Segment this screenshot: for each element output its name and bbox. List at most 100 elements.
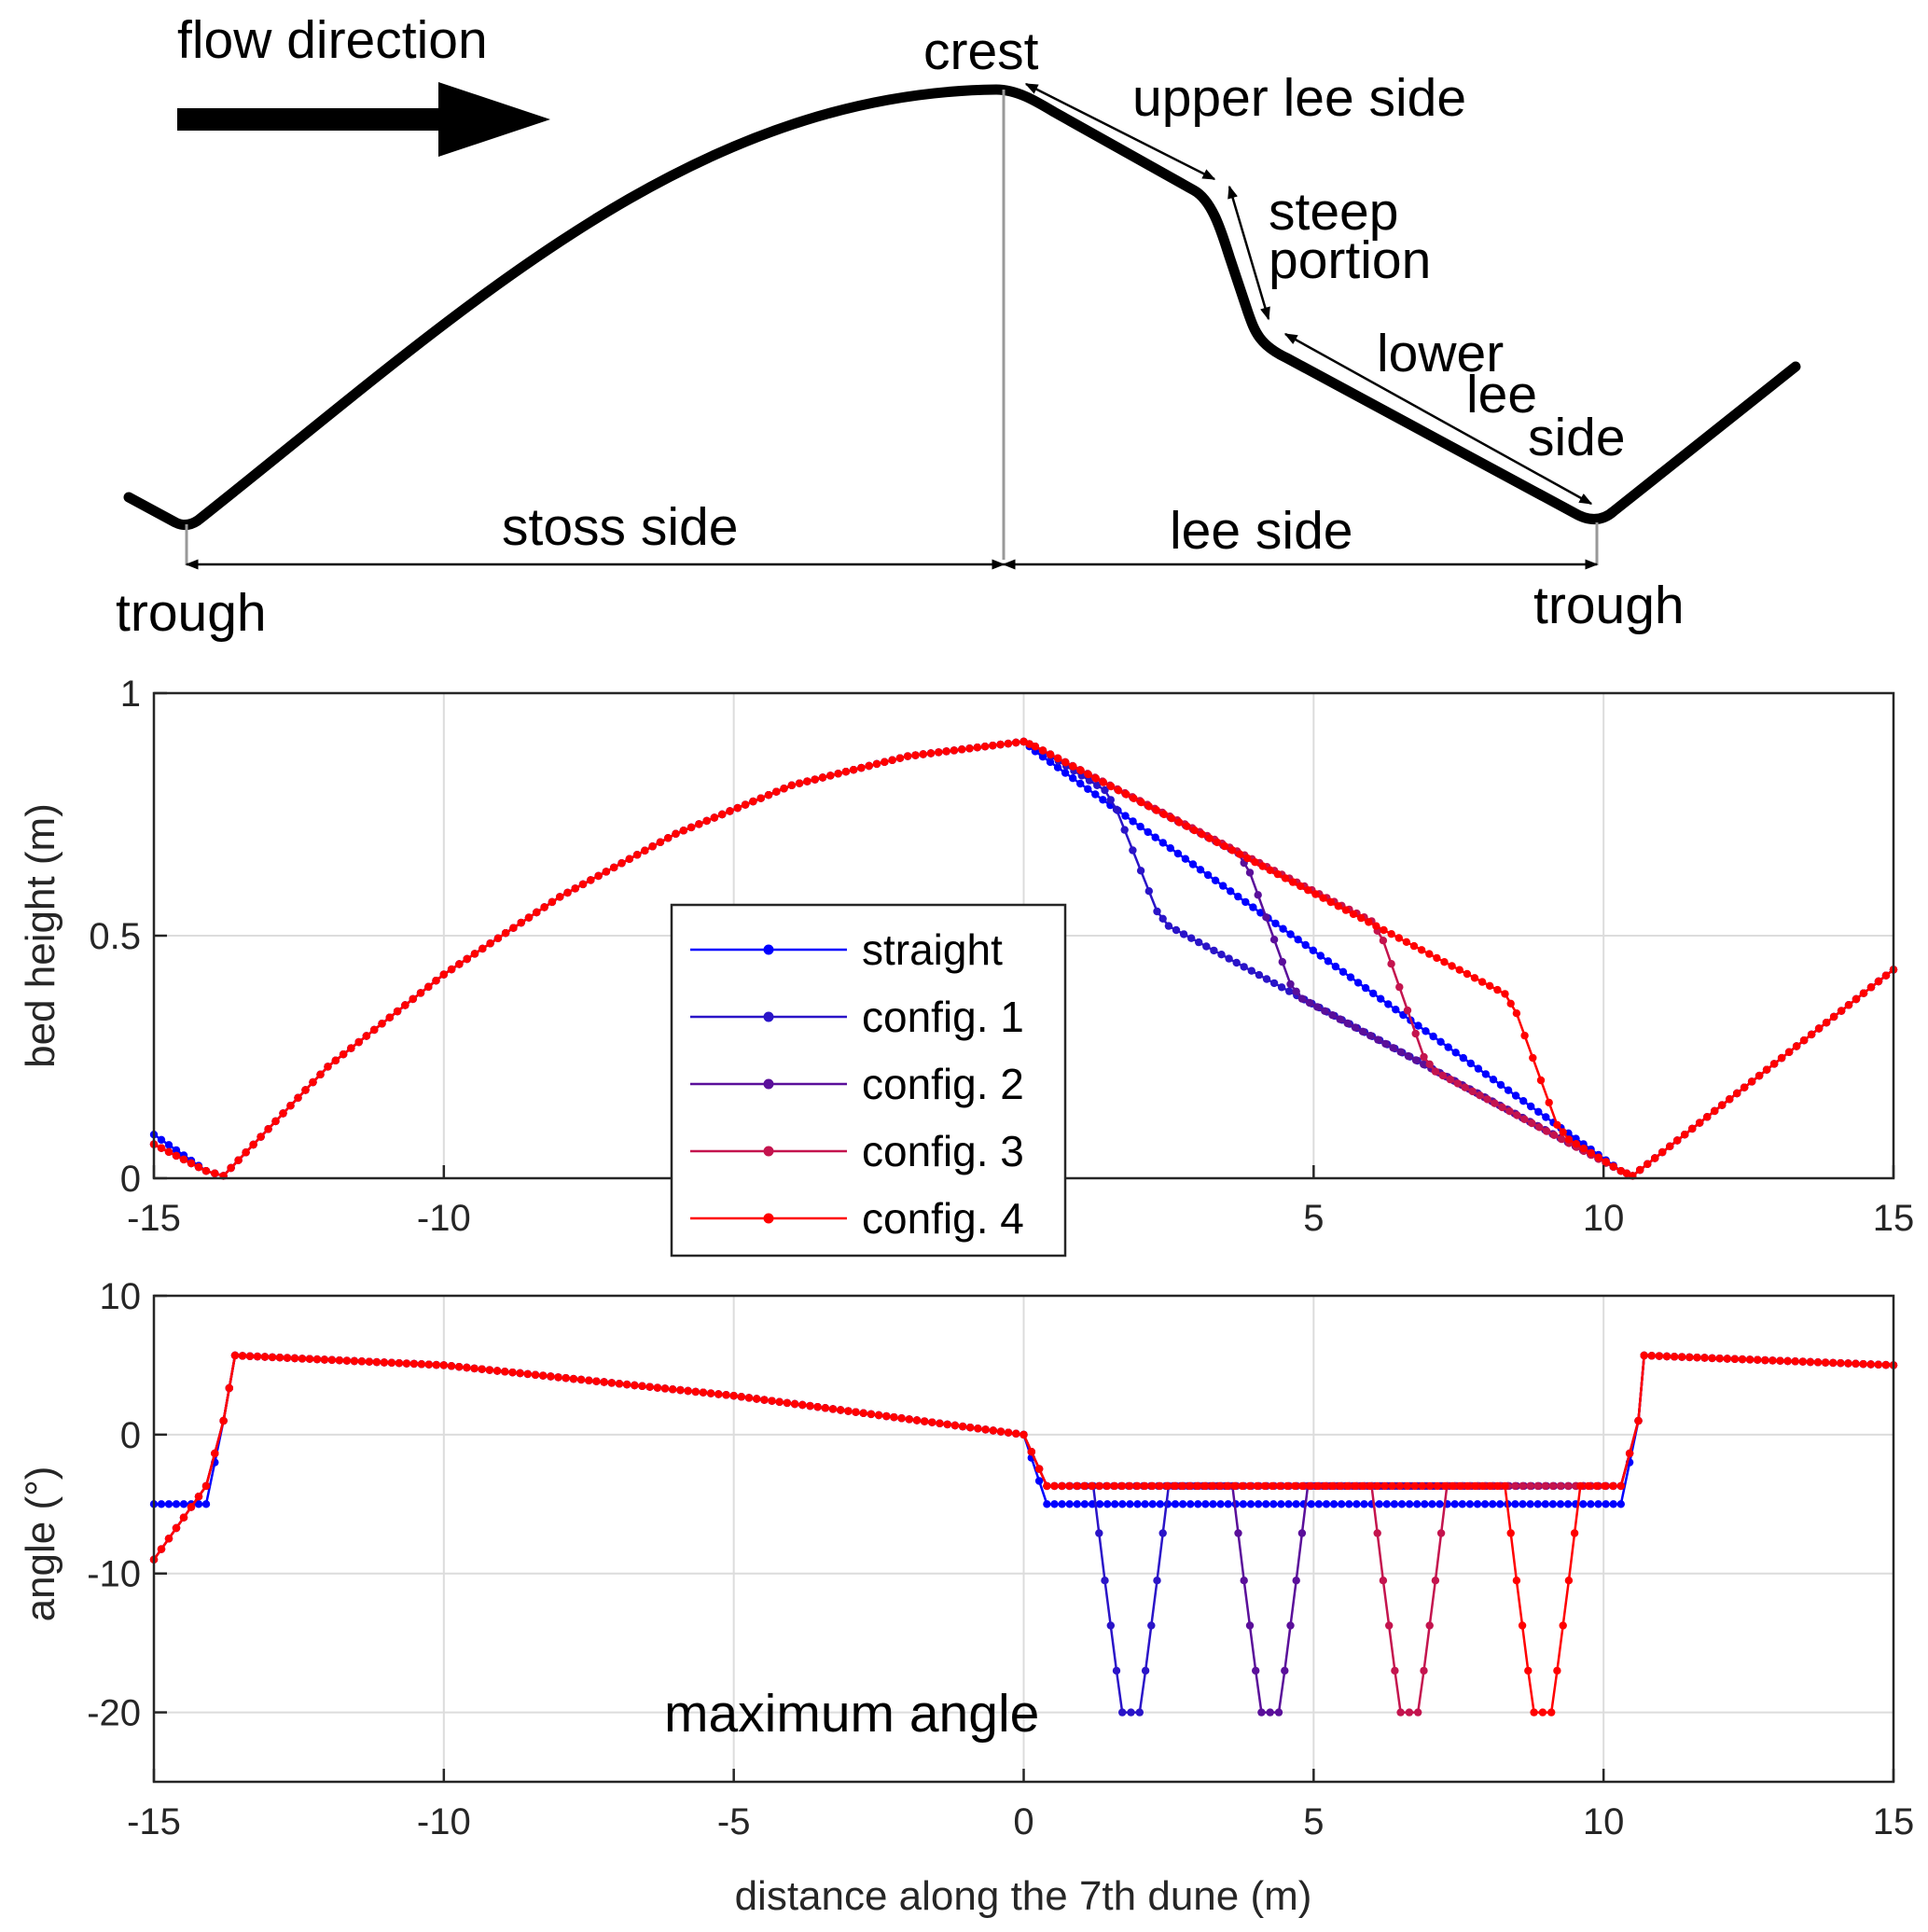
data-point	[1636, 1165, 1644, 1174]
data-point	[486, 939, 494, 948]
data-point	[290, 1354, 299, 1363]
data-point	[1542, 1113, 1550, 1121]
data-point	[493, 934, 503, 942]
data-point	[1463, 969, 1472, 979]
data-point	[1158, 839, 1168, 847]
data-point	[1366, 1481, 1374, 1491]
data-point	[1456, 1481, 1464, 1491]
data-point	[1417, 946, 1426, 954]
data-point	[1275, 1481, 1284, 1491]
data-point	[1548, 1481, 1558, 1491]
data-point	[989, 742, 997, 750]
data-point	[1290, 1481, 1299, 1491]
data-point	[1266, 1708, 1274, 1717]
data-point	[1258, 862, 1267, 870]
data-point	[1431, 1577, 1440, 1585]
data-point	[1172, 925, 1181, 935]
data-point	[1553, 1120, 1561, 1130]
y-tick-label: 0	[120, 1159, 141, 1200]
data-point	[1543, 1127, 1551, 1135]
data-point	[1004, 1428, 1013, 1437]
data-point	[1360, 1500, 1368, 1508]
data-point	[331, 1056, 340, 1065]
data-point	[1504, 1086, 1513, 1094]
data-point	[1158, 914, 1167, 923]
data-point	[1481, 1070, 1491, 1078]
data-point	[1822, 1019, 1831, 1027]
data-point	[1579, 1500, 1588, 1508]
data-point	[1403, 1006, 1412, 1015]
data-point	[1311, 890, 1320, 898]
legend-label: straight	[862, 925, 1003, 974]
data-point	[1069, 774, 1077, 783]
data-point	[1666, 1142, 1674, 1151]
data-point	[172, 1146, 181, 1155]
data-point	[1112, 1666, 1121, 1675]
data-point	[818, 773, 827, 782]
data-point	[1125, 1481, 1134, 1491]
data-point	[1152, 806, 1161, 814]
data-point	[201, 1167, 211, 1175]
data-point	[1512, 1577, 1521, 1585]
data-point	[242, 1148, 250, 1157]
data-point	[1141, 1666, 1150, 1675]
data-point	[1331, 962, 1340, 971]
data-point	[1334, 902, 1343, 910]
data-point	[1188, 860, 1198, 869]
data-point	[385, 1013, 394, 1022]
data-point	[1224, 1500, 1232, 1508]
data-point	[1783, 1356, 1792, 1366]
data-point	[1409, 941, 1419, 951]
data-point	[1202, 942, 1211, 951]
data-point	[1391, 1666, 1399, 1675]
data-point	[1148, 1500, 1157, 1508]
data-point	[1651, 1154, 1659, 1162]
steep-portion-label-line1: steep	[1269, 182, 1398, 242]
data-point	[1215, 1481, 1224, 1491]
data-point	[194, 1162, 203, 1172]
data-point	[664, 834, 673, 842]
data-point	[1587, 1500, 1595, 1508]
data-point	[470, 950, 479, 958]
data-point	[641, 846, 649, 855]
data-point	[874, 1411, 883, 1420]
data-point	[554, 1373, 562, 1382]
data-point	[1448, 1481, 1457, 1491]
data-point	[1251, 858, 1259, 867]
data-point	[1046, 758, 1055, 767]
data-point	[523, 1369, 532, 1379]
data-point	[1425, 1060, 1434, 1069]
data-point	[1438, 1071, 1448, 1080]
data-point	[1685, 1353, 1694, 1362]
x-axis-label: distance along the 7th dune (m)	[735, 1873, 1312, 1919]
data-point	[714, 1390, 723, 1398]
data-point	[737, 1393, 745, 1401]
data-point	[463, 954, 471, 964]
data-point	[312, 1355, 322, 1364]
data-point	[501, 929, 510, 938]
data-point	[1099, 796, 1107, 804]
data-point	[1133, 1500, 1142, 1508]
data-point	[1328, 1011, 1337, 1020]
data-point	[1338, 1500, 1346, 1508]
data-point	[1034, 1465, 1044, 1473]
data-point	[409, 1359, 419, 1369]
data-point	[1351, 1023, 1360, 1032]
data-point	[1228, 846, 1237, 855]
lee-side-label: lee side	[1170, 501, 1352, 561]
data-point	[1747, 1077, 1756, 1086]
data-point	[357, 1357, 367, 1366]
data-point	[172, 1523, 181, 1533]
data-point	[571, 884, 579, 893]
data-point	[687, 823, 696, 832]
data-point	[1506, 1529, 1515, 1537]
data-point	[1173, 849, 1183, 858]
data-point	[1673, 1136, 1682, 1145]
data-point	[1601, 1481, 1609, 1491]
data-point	[1405, 1708, 1414, 1717]
data-point	[1201, 1500, 1210, 1508]
data-point	[958, 1422, 967, 1431]
data-point	[1345, 1500, 1353, 1508]
data-point	[380, 1358, 389, 1367]
data-point	[1031, 743, 1040, 751]
